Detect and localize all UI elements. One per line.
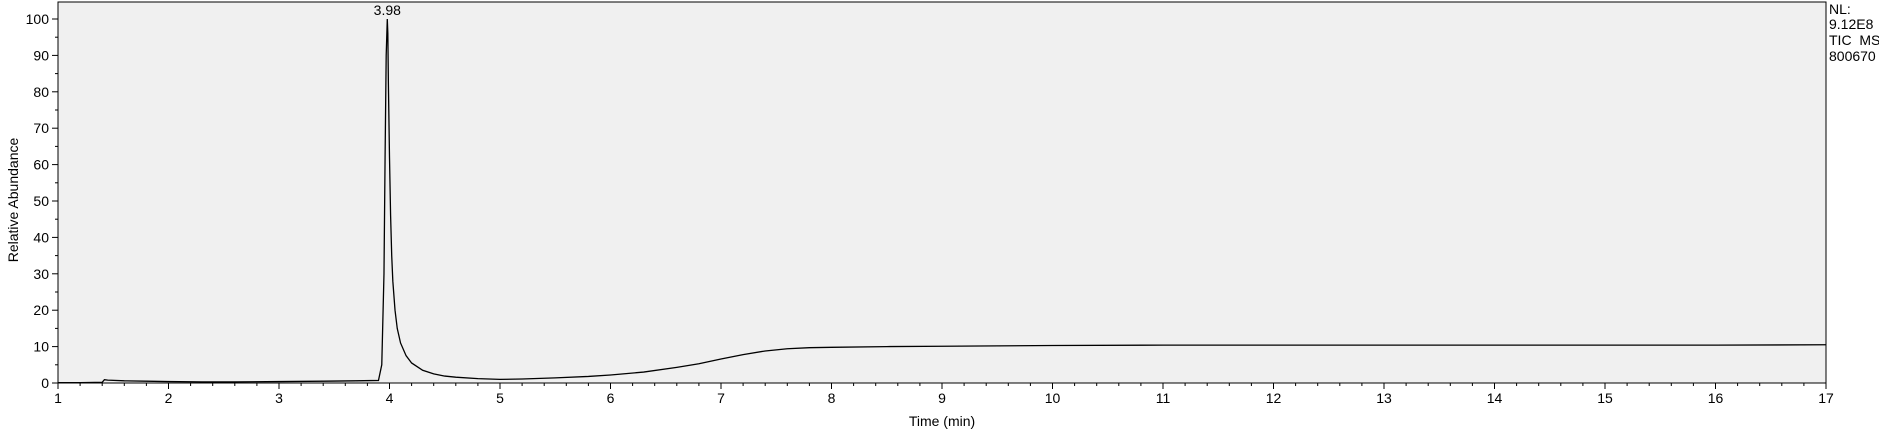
y-axis-title: Relative Abundance [5, 138, 21, 263]
x-tick-label: 14 [1487, 390, 1503, 406]
plot-area [57, 1, 1827, 384]
x-tick-label: 12 [1266, 390, 1282, 406]
y-axis: 0 10 20 30 40 50 60 70 80 90 100 [26, 11, 58, 391]
y-tick-label: 50 [33, 193, 49, 209]
peak-label: 3.98 [374, 2, 401, 18]
y-tick-label: 100 [26, 11, 50, 27]
y-tick-label: 80 [33, 84, 49, 100]
x-tick-label: 17 [1818, 390, 1834, 406]
x-tick-label: 8 [828, 390, 836, 406]
info-line-nl-label: NL: [1829, 1, 1851, 17]
x-axis: 1 2 3 4 5 6 7 8 9 10 11 12 13 14 15 16 17 [54, 383, 1834, 406]
x-tick-label: 16 [1708, 390, 1724, 406]
x-tick-label: 7 [717, 390, 725, 406]
x-tick-label: 3 [275, 390, 283, 406]
info-line-nl-value: 9.12E8 [1829, 16, 1874, 32]
y-tick-label: 30 [33, 266, 49, 282]
x-tick-label: 6 [607, 390, 615, 406]
y-tick-label: 0 [41, 375, 49, 391]
y-tick-label: 10 [33, 339, 49, 355]
x-tick-label: 10 [1045, 390, 1061, 406]
x-tick-label: 1 [54, 390, 62, 406]
x-tick-label: 5 [496, 390, 504, 406]
x-tick-label: 11 [1156, 390, 1171, 406]
x-tick-label: 13 [1376, 390, 1392, 406]
y-tick-label: 70 [33, 120, 49, 136]
y-tick-label: 60 [33, 157, 49, 173]
info-line-file-id: 800670 [1829, 48, 1876, 64]
y-tick-label: 90 [33, 47, 49, 63]
x-tick-label: 4 [386, 390, 394, 406]
tic-trace-line [58, 18, 1827, 384]
x-tick-label: 2 [165, 390, 173, 406]
x-axis-title: Time (min) [909, 413, 975, 429]
y-tick-label: 20 [33, 302, 49, 318]
x-tick-label: 9 [938, 390, 946, 406]
x-tick-label: 15 [1597, 390, 1613, 406]
info-line-scan-type: TIC MS [1829, 32, 1879, 48]
info-panel: NL: 9.12E8 TIC MS 800670 [1829, 1, 1879, 64]
y-tick-label: 40 [33, 229, 49, 245]
